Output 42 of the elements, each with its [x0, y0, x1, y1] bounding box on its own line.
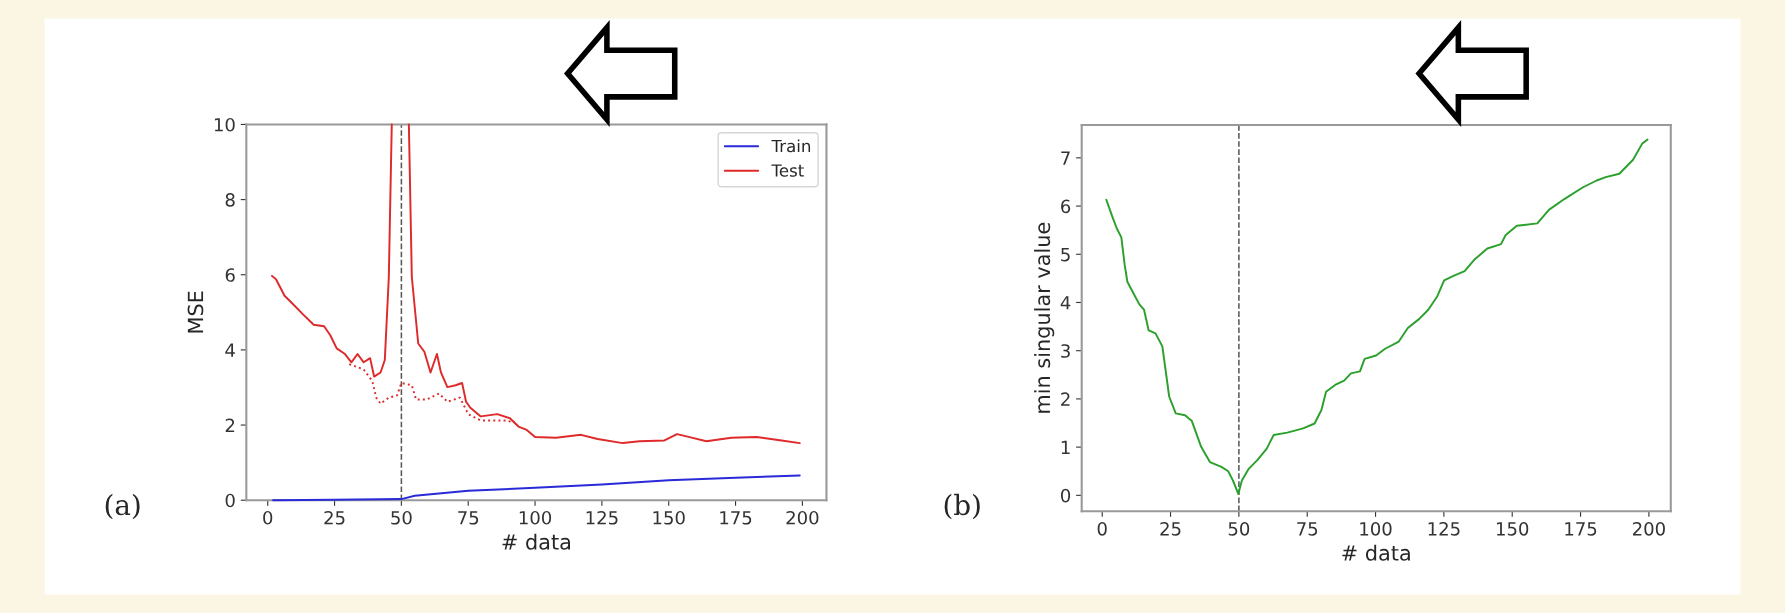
y-tick-label: 6 [1061, 199, 1071, 214]
text: (b) [944, 493, 980, 520]
y-tick-label: 6 [225, 268, 235, 282]
y-tick-label: 2 [1061, 392, 1070, 406]
y-tick-label: 8 [225, 193, 235, 207]
x-tick-label: 75 [1297, 522, 1318, 536]
x-tick-label: 25 [324, 510, 345, 525]
line-series [1105, 138, 1649, 495]
x-tick-label: 175 [1565, 522, 1597, 536]
x-tick-label: 0 [263, 510, 273, 525]
text: (a) [105, 493, 140, 520]
y-tick-label: 1 [1061, 440, 1070, 454]
legend-label: Train [771, 139, 811, 153]
x-tick-label: 0 [1097, 521, 1107, 536]
x-tick-label: 25 [1160, 521, 1181, 536]
y-tick-label: 7 [1061, 151, 1070, 165]
x-tick-label: 100 [519, 510, 552, 525]
x-tick-label: 50 [391, 510, 412, 525]
x-tick-label: 100 [1360, 521, 1392, 536]
x-tick-label: 75 [458, 511, 479, 525]
x-axis-title: # data [1342, 544, 1410, 561]
x-tick-label: 125 [586, 510, 618, 525]
y-tick-label: 4 [225, 343, 235, 357]
x-tick-label: 200 [786, 510, 819, 525]
line-series [272, 474, 801, 502]
y-axis-title: min singular value [1034, 222, 1055, 413]
x-tick-label: 150 [1496, 521, 1529, 536]
y-axis-title: MSE [187, 291, 204, 333]
x-tick-label: 50 [1228, 521, 1250, 536]
x-axis-title: # data [502, 533, 570, 550]
y-tick-label: 4 [1060, 296, 1071, 310]
y-tick-label: 0 [225, 493, 235, 508]
y-tick-label: 0 [1061, 488, 1071, 503]
y-tick-label: 3 [1061, 344, 1070, 358]
y-tick-label: 5 [1061, 247, 1070, 262]
x-tick-label: 125 [1428, 521, 1460, 536]
x-tick-label: 175 [720, 511, 752, 525]
y-tick-label: 2 [225, 418, 235, 432]
x-tick-label: 150 [653, 510, 685, 525]
y-tick-label: 10 [214, 117, 235, 132]
x-tick-label: 200 [1632, 521, 1665, 536]
legend-label: Test [771, 164, 804, 177]
